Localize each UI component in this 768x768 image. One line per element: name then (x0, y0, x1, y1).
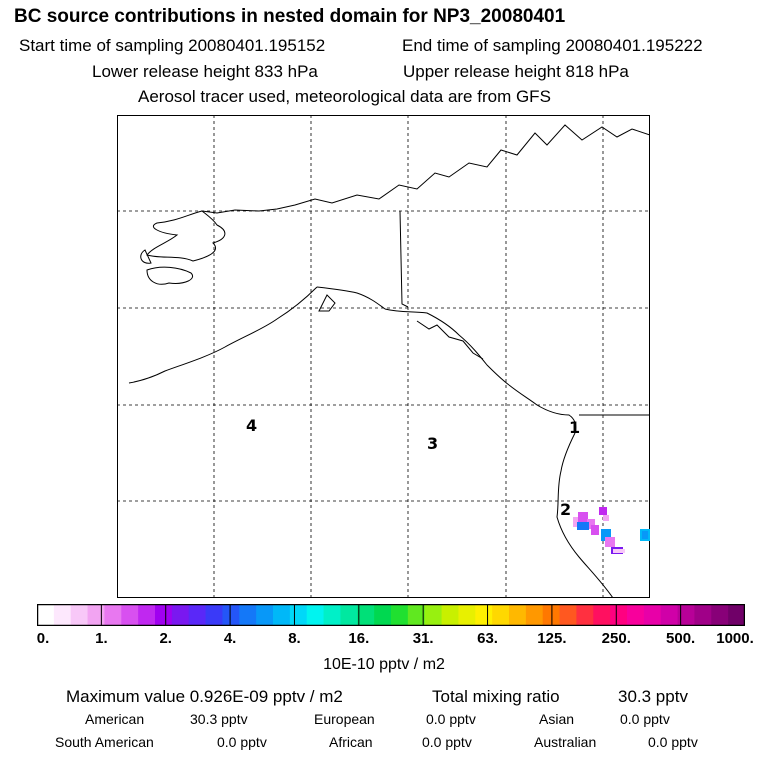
region-label-4: 4 (246, 416, 257, 435)
colorbar-tick-label: 16. (348, 630, 370, 647)
colorbar-cell (424, 604, 443, 626)
colorbar-cell (340, 604, 358, 626)
total-mixing-ratio-label: Total mixing ratio (432, 687, 560, 706)
region-label-3: 3 (427, 434, 438, 453)
colorbar-cell (677, 604, 695, 626)
colorbar-cell (627, 604, 645, 626)
south-american-value: 0.0 pptv (217, 734, 267, 750)
colorbar-cell (138, 604, 156, 626)
plume-cell (591, 525, 599, 535)
colorbar-cell (239, 604, 257, 626)
colorbar-cell (559, 604, 577, 626)
map-panel: 4 3 2 1 (117, 115, 650, 598)
colorbar-cell (256, 604, 274, 626)
colorbar-cell (53, 604, 72, 626)
colorbar-cell (475, 604, 493, 626)
colorbar-tick-label: 4. (223, 630, 237, 647)
african-value: 0.0 pptv (422, 734, 472, 750)
plume-cell (587, 519, 595, 529)
colorbar (37, 604, 745, 626)
colorbar-frame (37, 604, 745, 626)
colorbar-cell (542, 604, 561, 626)
colorbar-cell (357, 604, 375, 626)
south-american-label: South American (55, 734, 154, 750)
colorbar-cell (407, 604, 426, 626)
source-plume (573, 507, 650, 554)
colorbar-cell (70, 604, 89, 626)
tracer-note: Aerosol tracer used, meteorological data… (138, 87, 551, 106)
colorbar-tick-label: 250. (601, 630, 631, 647)
colorbar-cell (188, 604, 207, 626)
colorbar-tick-label: 8. (288, 630, 301, 647)
colorbar-tick-label: 1. (95, 630, 108, 647)
colorbar-units: 10E-10 pptv / m2 (323, 656, 445, 673)
total-mixing-ratio-value: 30.3 pptv (618, 687, 688, 706)
colorbar-cell (728, 604, 745, 626)
colorbar-cell (155, 604, 173, 626)
colorbar-tick-label: 125. (537, 630, 567, 647)
colorbar-cell (492, 604, 510, 626)
colorbar-cell (205, 604, 223, 626)
colorbar-cell (593, 604, 611, 626)
colorbar-cell (391, 604, 409, 626)
asian-label: Asian (539, 711, 575, 727)
upper-release-height: Upper release height 818 hPa (403, 62, 629, 81)
colorbar-cell (87, 604, 105, 626)
australian-value: 0.0 pptv (648, 734, 698, 750)
colorbar-tick-label: 0. (36, 630, 50, 647)
african-label: African (329, 734, 373, 750)
colorbar-cell (660, 604, 679, 626)
colorbar-cell (711, 604, 729, 626)
region-label-1: 1 (569, 418, 580, 437)
colorbar-cell (576, 604, 594, 626)
colorbar-cell (289, 604, 308, 626)
colorbar-cell (610, 604, 628, 626)
region-label-2: 2 (560, 500, 571, 519)
plume-cell (642, 531, 648, 539)
colorbar-cell (643, 604, 662, 626)
border-line (399, 210, 409, 308)
plume-cell (578, 512, 588, 524)
colorbar-cell (374, 604, 392, 626)
colorbar-cell (458, 604, 476, 626)
colorbar-cell (306, 604, 325, 626)
european-value: 0.0 pptv (426, 711, 476, 727)
plume-cell (577, 522, 589, 530)
colorbar-cell (171, 604, 190, 626)
plume-cell (599, 507, 607, 515)
coastlines (128, 124, 650, 598)
plume-cell (613, 549, 625, 553)
map-frame (117, 115, 650, 598)
american-value: 30.3 pptv (190, 711, 248, 727)
colorbar-cell (104, 604, 122, 626)
plume-cell (601, 529, 611, 541)
chart-title: BC source contributions in nested domain… (14, 6, 566, 27)
colorbar-cell (222, 604, 240, 626)
colorbar-cell (323, 604, 341, 626)
max-value: Maximum value 0.926E-09 pptv / m2 (66, 687, 343, 706)
lower-release-height: Lower release height 833 hPa (92, 62, 318, 81)
colorbar-cell (273, 604, 291, 626)
colorbar-cell (525, 604, 544, 626)
colorbar-cell (121, 604, 139, 626)
colorbar-tick-label: 500. (666, 630, 696, 647)
start-time: Start time of sampling 20080401.195152 (19, 36, 326, 55)
colorbar-cell (441, 604, 459, 626)
end-time: End time of sampling 20080401.195222 (402, 36, 703, 55)
american-label: American (85, 711, 145, 727)
plume-cell (605, 537, 615, 547)
colorbar-cell (509, 604, 527, 626)
graticule (117, 115, 650, 598)
colorbar-tick-label: 31. (412, 630, 434, 647)
colorbar-tick-label: 1000. (716, 630, 754, 647)
plume-cell (603, 515, 609, 521)
colorbar-tick-label: 63. (477, 630, 498, 647)
asian-value: 0.0 pptv (620, 711, 670, 727)
australian-label: Australian (534, 734, 597, 750)
colorbar-cell (694, 604, 712, 626)
colorbar-cell (37, 604, 55, 626)
european-label: European (314, 711, 375, 727)
colorbar-tick-label: 2. (159, 630, 172, 647)
